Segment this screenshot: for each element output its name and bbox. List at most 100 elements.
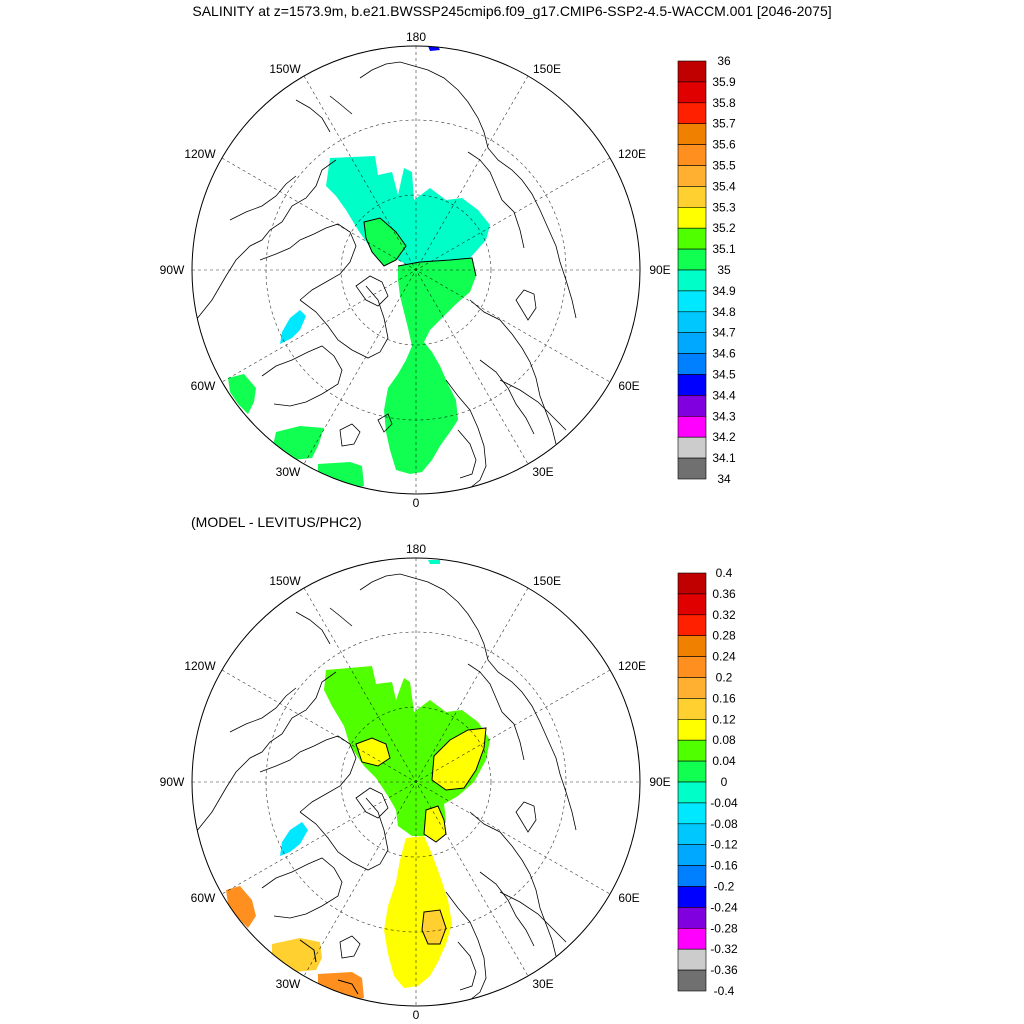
- colorbar-label: 35.4: [712, 179, 736, 193]
- lon-label: 90W: [160, 263, 185, 277]
- colorbar-swatch: [677, 635, 707, 657]
- lon-label: 150W: [269, 574, 301, 588]
- diff-region-0.08: [324, 666, 490, 836]
- colorbar-label: 0.24: [712, 650, 736, 664]
- colorbar-label: 0.08: [712, 733, 736, 747]
- colorbar-swatch: [677, 165, 707, 187]
- colorbar-label: 0.12: [712, 712, 736, 726]
- lon-label: 90W: [160, 775, 185, 789]
- colorbar-label: 35.8: [712, 96, 736, 110]
- colorbar-swatch: [677, 144, 707, 166]
- lon-label: 120E: [618, 659, 646, 673]
- map-boundary: [191, 45, 641, 495]
- colorbar-label: 34.9: [712, 284, 736, 298]
- colorbar-swatch: [677, 248, 707, 271]
- lon-label: 30W: [276, 465, 301, 479]
- lon-label: 150E: [533, 574, 561, 588]
- lon-label: 30E: [532, 977, 553, 991]
- colorbar-label: 35: [717, 263, 731, 277]
- colorbar-swatch: [677, 353, 707, 375]
- colorbar-label: 35.7: [712, 117, 736, 131]
- colorbar-swatch: [677, 844, 707, 866]
- diff-region-0.24-atlantic: [318, 972, 364, 1000]
- lon-label: 30E: [532, 465, 553, 479]
- colorbar-label: 34.6: [712, 347, 736, 361]
- colorbar-label: 35.1: [712, 242, 736, 256]
- colorbar-swatch: [677, 81, 707, 104]
- colorbar-label: 35.6: [712, 138, 736, 152]
- colorbar-label: 36: [717, 54, 731, 68]
- colorbar-swatch: [677, 907, 707, 929]
- diff-region-0.12-fram: [424, 806, 446, 842]
- colorbar-label: 0.28: [712, 629, 736, 643]
- colorbar-swatch: [677, 311, 707, 333]
- graticule: [192, 558, 640, 1006]
- diff-region-0.16: [422, 910, 446, 944]
- difference-colorbar: 0.4 0.36 0.32 0.28 0.24 0.2 0.16 0.12 0.08 0.04 0 -…: [677, 566, 738, 998]
- colorbar-label: -0.4: [714, 984, 735, 998]
- colorbar-label: -0.12: [710, 838, 738, 852]
- colorbar-label: 35.3: [712, 200, 736, 214]
- lon-label: 90E: [649, 775, 670, 789]
- diff-region-0.24-labrador: [226, 886, 256, 928]
- lon-label: 150W: [269, 62, 301, 76]
- colorbar-label: 34.2: [712, 430, 736, 444]
- colorbar-label: 34.1: [712, 451, 736, 465]
- coastlines: [195, 61, 577, 489]
- colorbar-label: 0.04: [712, 754, 736, 768]
- colorbar-swatch: [677, 802, 707, 825]
- diff-region-0.04-bering: [428, 560, 440, 564]
- lon-label: 60W: [191, 379, 216, 393]
- colorbar-label: -0.16: [710, 859, 738, 873]
- salinity-region-35.0-west: [364, 218, 406, 266]
- map-boundary: [191, 557, 641, 1007]
- lon-label: 120E: [618, 147, 646, 161]
- colorbar-label: 34: [717, 472, 731, 486]
- diff-region-0.12-west: [356, 738, 390, 766]
- contour-line: [363, 217, 407, 267]
- colorbar-label: -0.28: [710, 921, 738, 935]
- colorbar-label: -0.08: [710, 817, 738, 831]
- lon-label: 150E: [533, 62, 561, 76]
- colorbar-label: 35.2: [712, 221, 736, 235]
- colorbar-label: 35.5: [712, 159, 736, 173]
- colorbar-swatch: [677, 865, 707, 887]
- figure-title: SALINITY at z=1573.9m, b.e21.BWSSP245cmi…: [192, 3, 832, 19]
- salinity-region-34.8-baffin: [280, 310, 306, 344]
- colorbar-swatch: [677, 593, 707, 616]
- colorbar-swatch: [677, 457, 707, 480]
- salinity-field: [195, 46, 577, 489]
- colorbar-label: 0.2: [716, 671, 733, 685]
- diff-region-0.12-south: [384, 836, 452, 988]
- colorbar-swatch: [677, 415, 707, 438]
- colorbar-label: -0.04: [710, 796, 738, 810]
- difference-polar-map: 180 150E 120E 90E 60E 30E 0 30W 60W 90W …: [160, 542, 738, 1022]
- colorbar-label: 0.4: [716, 566, 733, 580]
- colorbar-label: 0.32: [712, 608, 736, 622]
- colorbar-label: 0: [721, 775, 728, 789]
- colorbar-swatch: [677, 269, 707, 292]
- colorbar-swatch: [677, 739, 707, 762]
- lon-label: 90E: [649, 263, 670, 277]
- colorbar-swatch: [677, 60, 707, 83]
- lon-label: 30W: [276, 977, 301, 991]
- lon-label: 60E: [618, 891, 639, 905]
- lon-label: 60E: [618, 379, 639, 393]
- colorbar-label: 34.5: [712, 368, 736, 382]
- salinity-region-35.0-atlantic-a: [272, 426, 324, 460]
- colorbar-swatch: [677, 698, 707, 720]
- colorbar-label: -0.32: [710, 942, 738, 956]
- salinity-colorbar: 36 35.9 35.8 35.7 35.6 35.5 35.4 35.3 35.2 35.1 35…: [677, 54, 736, 486]
- difference-field: [195, 560, 577, 1001]
- colorbar-swatch: [677, 436, 707, 459]
- colorbar-swatch: [677, 123, 707, 145]
- colorbar-label: -0.2: [714, 880, 735, 894]
- colorbar-swatch: [677, 656, 707, 678]
- colorbar-label: 34.3: [712, 409, 736, 423]
- diff-region-0.04-baffin: [280, 822, 308, 856]
- colorbar-swatch: [677, 886, 707, 908]
- salinity-region-35.0-central: [384, 258, 476, 474]
- colorbar-label: 0.36: [712, 587, 736, 601]
- colorbar-label: 34.4: [712, 388, 736, 402]
